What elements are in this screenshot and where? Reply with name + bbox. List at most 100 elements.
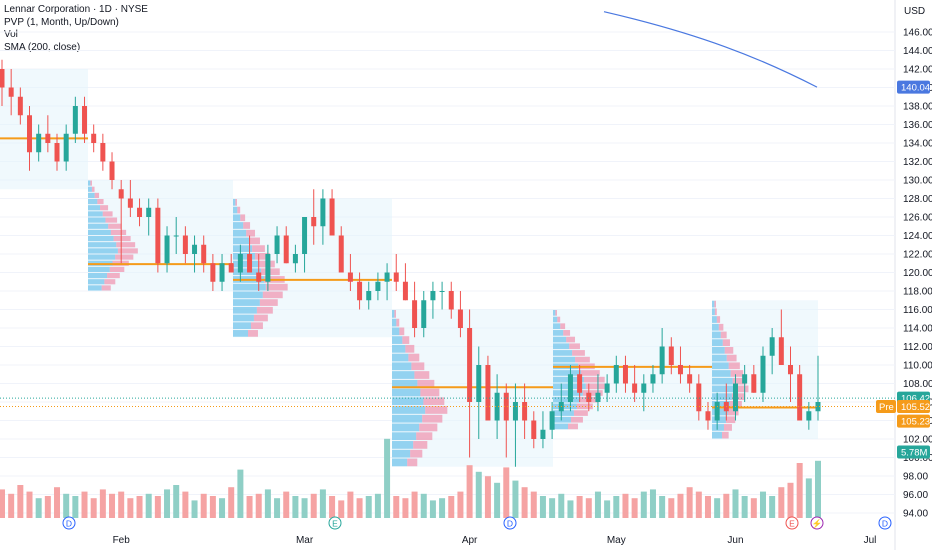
volume-badge: 5.78M [897,445,930,459]
candle-body [63,133,69,162]
candle [45,115,51,153]
candle-body [375,281,381,291]
candle [503,383,509,458]
profile-row-down [250,322,263,330]
profile-row-up [233,260,259,268]
candle-body [714,402,720,421]
candle [531,411,537,449]
candle [778,309,784,365]
candle [146,198,152,236]
volume-bar [8,493,15,518]
profile-row-up [392,458,408,467]
profile-row-up [712,347,725,354]
candle-body [100,143,106,162]
candle [439,281,445,310]
candle [687,365,693,393]
price-tick-label: 146.00 [903,28,932,39]
profile-row-up [712,331,721,339]
price-tick-label: 130.00 [903,176,932,187]
month-label: Feb [113,535,131,546]
volume-bar [815,460,821,518]
profile-row-down [420,388,440,397]
candle-body [347,272,353,282]
profile-row-up [553,316,558,323]
profile-row-up [392,449,411,458]
candle-body [641,383,647,393]
profile-row-down [716,316,721,323]
volume-bar [173,485,180,518]
volume-bar [301,498,308,518]
currency-label: USD [904,6,925,17]
volume-bar [494,482,501,518]
chart-legend: Lennar Corporation · 1D · NYSE PVP (1, M… [4,4,148,54]
volume-bar [576,496,583,518]
volume-bar [0,489,5,518]
volume-bar [154,496,161,518]
profile-row-up [392,406,426,414]
event-marker: ⚡ [810,516,824,530]
candle-body [219,263,225,282]
candle [109,152,115,190]
candle [91,124,97,153]
profile-row-down [235,199,237,206]
candle-body [228,263,234,273]
event-marker-label: D [882,519,888,529]
price-tick-label: 138.00 [903,102,932,113]
volume-bar [604,500,611,518]
candle-body [256,272,262,282]
candle-body [357,281,363,301]
profile-row-up [392,327,400,336]
time-axis[interactable]: Feb Mar Apr May Jun Jul [113,535,877,546]
candle-body [82,106,88,134]
profile-row-down [414,371,430,379]
candle [8,69,14,116]
price-tick-label: 94.00 [903,509,928,520]
profile-row-down [732,377,747,385]
volume-bar [182,491,189,518]
profile-row-down [730,370,744,377]
candle [705,402,711,430]
candle [815,355,821,421]
candle [192,235,198,273]
volume-bar [668,498,675,518]
volume-bar [35,498,42,518]
profile-row-down [714,300,716,308]
profile-row-up [712,393,732,400]
volume-bar [686,487,693,518]
candle [476,346,482,439]
profile-row-down [725,416,736,424]
candle [274,226,280,264]
candle-body [8,87,14,97]
candle-body [27,115,33,153]
month-label: May [607,535,626,546]
price-tick-label: 126.00 [903,213,932,224]
candle-body [402,281,408,301]
candle-body [622,365,628,384]
profile-row-down [396,318,400,327]
volume-bar [145,493,152,518]
profile-row-up [88,285,102,291]
candle-body [302,217,308,254]
event-marker: D [878,516,892,530]
volume-bar [374,493,381,518]
volume-bar [420,493,427,518]
pre-price-badge-bg [897,399,930,413]
profile-row-up [392,423,420,432]
profile-row-down [576,403,593,410]
candle [613,355,619,393]
volume-bar [649,489,656,518]
pre-tag-text: Pre [879,402,894,413]
volume-bar [732,489,739,518]
price-tick-label: 96.00 [903,490,928,501]
profile-row-down [394,310,396,318]
sma-path [603,11,818,88]
candle-body [393,272,399,282]
price-tick-label: 136.00 [903,120,932,131]
profile-row-down [572,350,585,356]
sma-price-badge-text: 140.04 [901,83,930,94]
candle-body [586,392,592,402]
profile-row-down [422,414,443,423]
candle-body [806,411,812,421]
profile-row-down [102,211,113,217]
